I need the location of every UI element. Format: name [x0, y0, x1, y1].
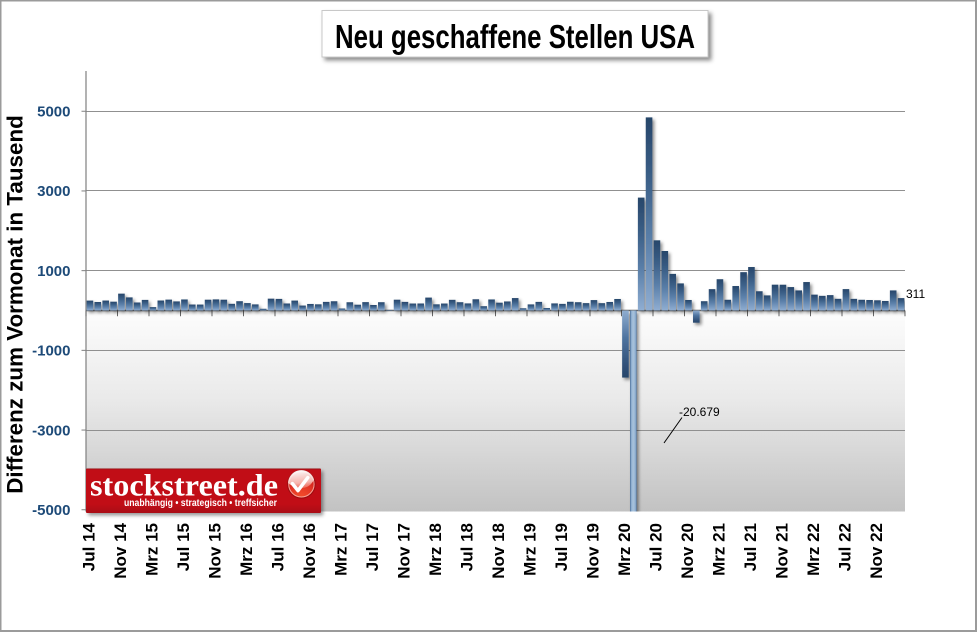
- svg-text:-3000: -3000: [32, 422, 70, 439]
- svg-text:Jul 16: Jul 16: [268, 523, 287, 571]
- svg-text:Nov 15: Nov 15: [205, 523, 224, 579]
- svg-text:3000: 3000: [37, 183, 70, 200]
- svg-text:-1000: -1000: [32, 343, 70, 360]
- svg-text:Jul 14: Jul 14: [79, 522, 98, 571]
- svg-text:Nov 20: Nov 20: [678, 523, 697, 579]
- svg-text:Jul 17: Jul 17: [363, 523, 382, 571]
- svg-text:Nov 18: Nov 18: [489, 523, 508, 579]
- svg-text:Nov 17: Nov 17: [394, 523, 413, 579]
- svg-text:Nov 22: Nov 22: [867, 523, 886, 579]
- svg-text:Mrz 18: Mrz 18: [426, 523, 445, 576]
- svg-text:Jul 22: Jul 22: [835, 523, 854, 571]
- svg-text:Mrz 15: Mrz 15: [142, 523, 161, 576]
- svg-text:Jul 15: Jul 15: [174, 523, 193, 571]
- svg-text:Differenz zum Vormonat in Taus: Differenz zum Vormonat in Tausend: [3, 115, 28, 494]
- svg-text:Mrz 16: Mrz 16: [237, 523, 256, 576]
- svg-text:Jul 18: Jul 18: [457, 523, 476, 571]
- svg-text:Jul 20: Jul 20: [646, 523, 665, 571]
- svg-text:1000: 1000: [37, 263, 70, 280]
- svg-text:Nov 16: Nov 16: [300, 523, 319, 579]
- svg-text:-20.679: -20.679: [679, 405, 720, 419]
- svg-text:-5000: -5000: [32, 502, 70, 519]
- svg-text:Mrz 20: Mrz 20: [615, 523, 634, 576]
- svg-text:unabhängig • strategisch • tre: unabhängig • strategisch • treffsicher: [124, 498, 277, 509]
- svg-text:5000: 5000: [37, 103, 70, 120]
- svg-text:311: 311: [906, 287, 925, 301]
- svg-text:Jul 19: Jul 19: [552, 523, 571, 571]
- svg-text:Mrz 17: Mrz 17: [331, 523, 350, 576]
- svg-text:Mrz 22: Mrz 22: [804, 523, 823, 576]
- svg-text:stockstreet.de: stockstreet.de: [90, 468, 278, 503]
- svg-text:Nov 14: Nov 14: [111, 522, 130, 578]
- svg-text:Nov 21: Nov 21: [772, 523, 791, 579]
- svg-text:Nov 19: Nov 19: [583, 523, 602, 579]
- svg-text:Mrz 21: Mrz 21: [709, 523, 728, 576]
- svg-text:Mrz 19: Mrz 19: [520, 523, 539, 576]
- svg-text:Jul 21: Jul 21: [741, 523, 760, 571]
- svg-text:Neu geschaffene Stellen USA: Neu geschaffene Stellen USA: [335, 18, 695, 55]
